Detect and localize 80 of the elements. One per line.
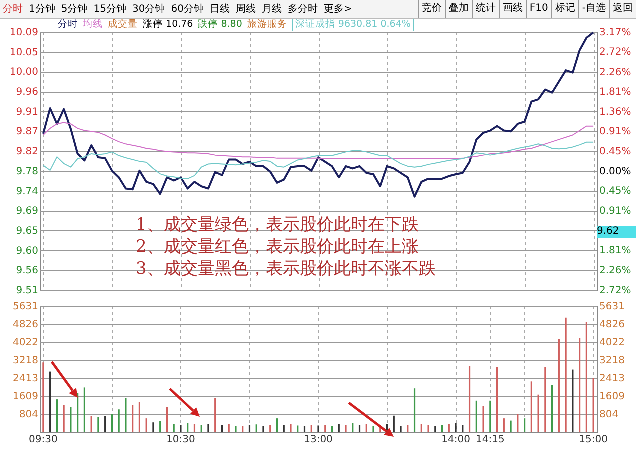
text: 日线 [208,2,231,16]
text: 竞价 [418,0,445,18]
text: 深证成指 9630.81 0.64% [295,19,411,30]
text: 60分钟 [170,2,205,16]
text: 1分钟 [28,2,56,16]
y-tick-label: 5631 [13,302,38,312]
y2-tick-label: 4022 [600,338,625,349]
y-tick-label: 4022 [13,338,38,349]
y-tick-label: 9.69 [16,206,38,218]
annotation: 9.62 [597,226,636,238]
annotation: 3、成交量黑色，表示股价此时不涨不跌 [136,258,436,280]
text: 15分钟 [92,2,128,16]
text: 跌停 8.80 [198,19,242,31]
y2-tick-label: 1.81% [600,246,632,257]
y-tick-label: 9.82 [16,146,38,158]
text: 月线 [260,2,283,16]
y2-tick-label: 2.72% [600,47,632,58]
y-tick-label: 9.65 [16,226,38,237]
y-tick-label: 10.00 [10,67,38,78]
y-tick-label: 9.87 [16,126,38,138]
x-tick-label: 10:30 [166,434,196,446]
text: 均线 [83,19,103,31]
text: F10 [526,0,552,18]
text: 旅游服务 [247,19,288,31]
y-tick-label: 9.91 [16,106,38,118]
y2-tick-label: 3.17% [600,28,632,38]
y2-tick-label: 804 [600,410,619,421]
x-tick-label: 09:30 [29,434,58,446]
y2-tick-label: 0.00% [600,166,632,178]
text: 更多> [322,3,354,16]
y2-tick-label: 2.26% [600,265,632,276]
y-tick-label: 804 [19,410,38,421]
y-tick-label: 3218 [13,355,38,366]
x-tick-label: 14:00 [442,434,470,446]
text: -自选 [578,0,609,18]
annotation: 1、成交量绿色，表示股价此时在下跌 [136,214,420,236]
text: 叠加 [444,0,472,18]
y2-tick-label: 0.91% [600,126,632,138]
text: 分时 [2,2,24,16]
y2-tick-label: 1.36% [600,106,632,118]
y-tick-label: 9.60 [16,246,38,257]
y2-tick-label: 1609 [600,391,625,402]
line-series [42,32,595,198]
y2-tick-label: 2413 [600,374,625,385]
y-tick-label: 9.74 [16,186,38,198]
y2-tick-label: 3218 [600,355,625,366]
y-tick-label: 9.96 [16,87,38,98]
y-tick-label: 1609 [13,391,38,402]
y-tick-label: 9.78 [16,166,38,178]
y-tick-label: 4826 [13,320,38,331]
line-series [42,142,594,180]
text: 多分时 [286,2,319,16]
y-tick-label: 9.56 [16,266,38,277]
text: 统计 [472,0,499,18]
y-tick-label: 2413 [13,374,38,385]
y2-tick-label: 0.45% [600,146,632,158]
text: 成交量 [108,19,138,31]
text: 30分钟 [131,2,166,16]
text: 标记 [551,0,578,18]
x-tick-label: 13:00 [304,434,333,446]
x-tick-label: 15:00 [579,434,608,446]
y-tick-label: 10.09 [10,28,38,38]
y2-tick-label: 0.45% [600,186,632,198]
line-series [42,122,594,160]
x-tick-label: 14:15 [476,434,505,446]
text: 画线 [498,0,526,18]
y2-tick-label: 0.91% [600,206,632,218]
y2-tick-label: 1.81% [600,87,632,98]
text: 分时 [58,19,78,31]
y-tick-label: 10.05 [10,47,38,58]
y2-tick-label: 2.26% [600,67,632,78]
annotation: 2、成交量红色，表示股价此时在上涨 [136,236,420,258]
text: 涨停 10.76 [143,19,194,31]
y2-tick-label: 5631 [600,302,625,312]
text: 返回 [609,0,636,18]
text: 5分钟 [60,2,89,16]
y2-tick-label: 4826 [600,320,625,331]
y-tick-label: 9.51 [16,286,38,296]
text: 周线 [234,2,257,16]
y2-tick-label: 2.72% [600,286,632,296]
